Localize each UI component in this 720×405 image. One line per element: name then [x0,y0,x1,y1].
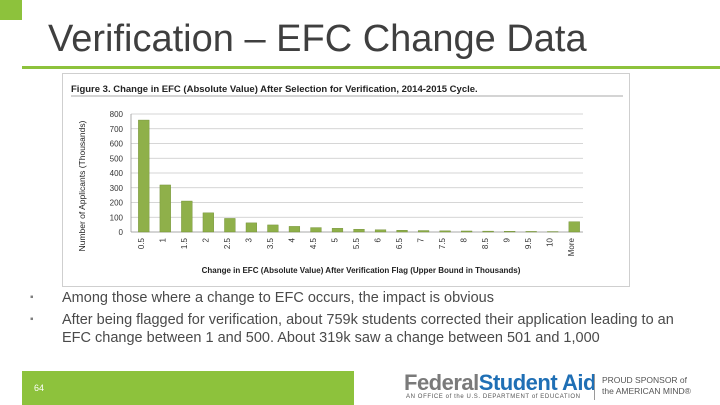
logo-divider [594,374,595,400]
chart-title: Figure 3. Change in EFC (Absolute Value)… [71,84,478,95]
bar [374,229,387,233]
y-tick-label: 300 [110,184,124,193]
x-tick-label: More [567,237,576,256]
x-tick-label: 9 [503,237,512,242]
bar [245,222,257,233]
x-tick-label: 5.5 [352,237,361,249]
bar [504,231,516,233]
x-tick-label: 9.5 [524,237,533,249]
bar [482,230,494,233]
x-tick-label: 8 [460,237,469,242]
y-tick-label: 100 [110,213,124,222]
x-tick-label: 4 [287,237,296,242]
x-tick-label: 3.5 [266,237,275,249]
sponsor-text: PROUD SPONSOR of the AMERICAN MIND® [602,375,691,396]
bar [267,224,279,233]
title-bar [22,0,720,67]
x-tick-label: 6 [374,237,383,242]
x-tick-label: 5 [330,237,339,242]
x-tick-label: 4.5 [309,237,318,249]
bar [181,200,193,233]
efc-change-bar-chart: Figure 3. Change in EFC (Absolute Value)… [71,84,623,275]
x-tick-label: 7.5 [438,237,447,249]
bar [417,230,430,233]
bar [159,184,171,233]
page-number: 64 [34,383,45,393]
bar [288,226,301,233]
x-tick-label: 3 [244,237,253,242]
x-tick-label: 6.5 [395,237,404,249]
slide-title: Verification – EFC Change Data [48,18,587,60]
y-tick-label: 800 [110,110,124,119]
x-tick-label: 7 [417,237,426,242]
y-tick-label: 200 [110,199,124,208]
bar [525,231,537,233]
bar [224,218,236,233]
x-tick-label: 8.5 [481,237,490,249]
bullet-item: ▪ Among those where a change to EFC occu… [30,289,690,307]
x-tick-label: 0.5 [137,237,146,249]
bullet-marker: ▪ [30,314,34,325]
y-axis-label: Number of Applicants (Thousands) [77,120,87,251]
logo-wordmark: FederalStudent Aid [404,370,596,396]
title-underline [22,66,720,69]
bullet-text: After being flagged for verification, ab… [62,312,674,346]
chart-figure: Figure 3. Change in EFC (Absolute Value)… [62,73,630,287]
bar [138,119,150,233]
bullet-list: ▪ Among those where a change to EFC occu… [30,289,690,351]
bullet-item: ▪ After being flagged for verification, … [30,311,690,347]
x-axis-label: Change in EFC (Absolute Value) After Ver… [202,266,521,275]
y-tick-label: 700 [110,125,124,134]
bar [396,230,408,233]
x-tick-label: 2.5 [223,237,232,249]
logo-tagline: AN OFFICE of the U.S. DEPARTMENT of EDUC… [406,394,581,400]
footer-accent-bar [22,371,354,405]
bar [461,230,473,233]
y-tick-label: 500 [110,154,124,163]
bar [439,230,451,233]
logo-federal-text: Federal [404,370,479,395]
x-tick-label: 10 [546,237,555,246]
x-tick-label: 2 [201,237,210,242]
logo-student-aid-text: Student Aid [478,370,597,395]
bar [568,221,580,233]
x-tick-label: 1 [158,237,167,242]
y-tick-label: 0 [119,228,124,237]
y-tick-label: 400 [110,169,124,178]
bar [353,228,365,233]
bar [202,212,214,233]
bullet-text: Among those where a change to EFC occurs… [62,290,494,306]
bar [310,227,322,233]
bullet-marker: ▪ [30,292,34,303]
x-tick-label: 1.5 [180,237,189,249]
bar [331,228,344,233]
federal-student-aid-logo: FederalStudent Aid AN OFFICE of the U.S.… [398,370,720,405]
y-tick-label: 600 [110,140,124,149]
